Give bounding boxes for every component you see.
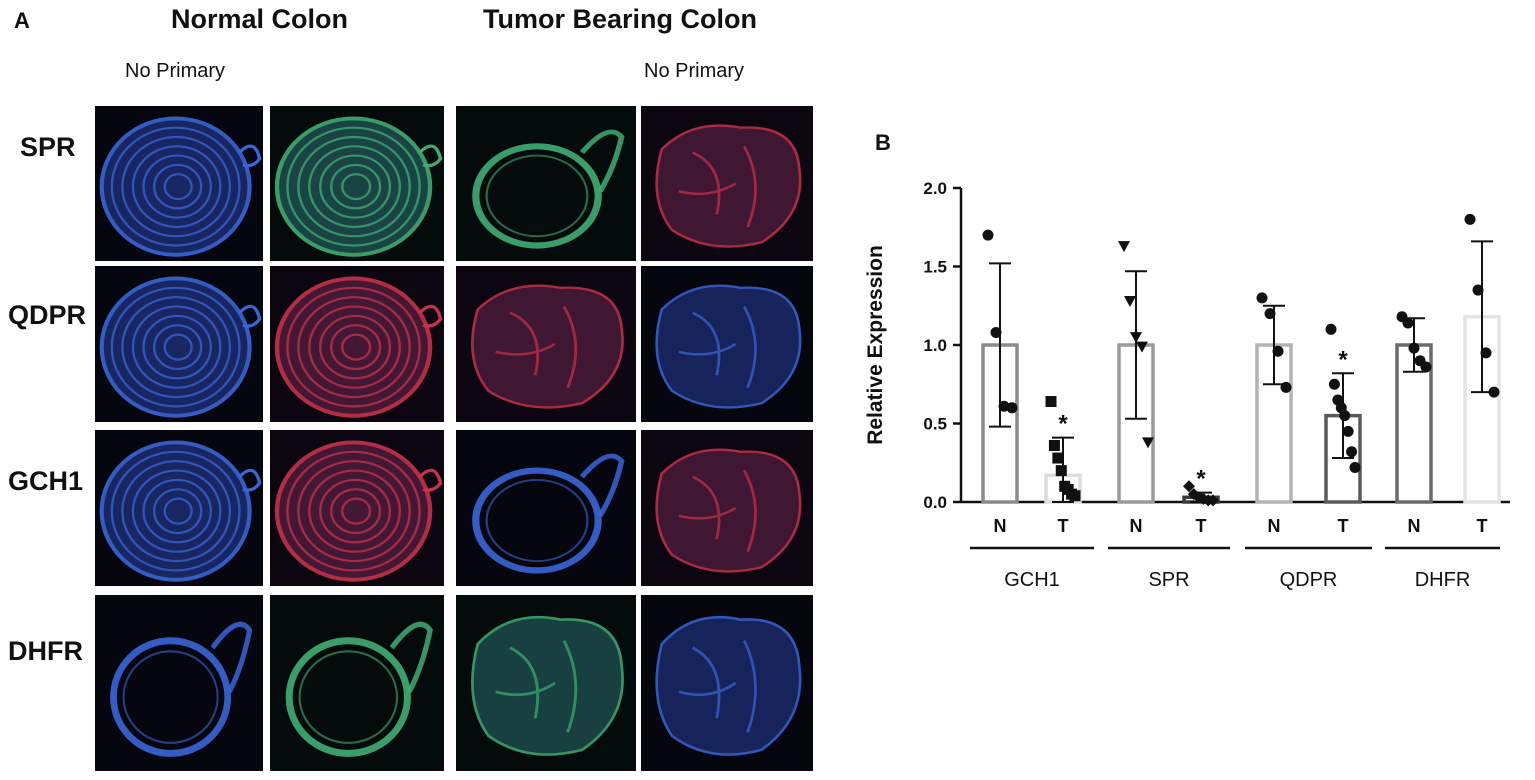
data-point <box>1055 465 1067 477</box>
group-label-spr: SPR <box>1148 569 1189 591</box>
micrograph-tile <box>270 266 444 422</box>
normal-colon-header: Normal Colon <box>171 4 349 34</box>
x-tick-label: N <box>1130 516 1143 536</box>
group-label-dhfr: DHFR <box>1415 569 1471 591</box>
row-label-spr: SPR <box>20 132 76 162</box>
micrograph-tile <box>95 266 263 422</box>
data-point <box>1006 402 1018 414</box>
y-axis-label: Relative Expression <box>864 245 887 445</box>
row-label-dhfr: DHFR <box>8 636 83 666</box>
micrograph-tile <box>641 106 813 261</box>
data-point <box>1342 425 1354 437</box>
significance-marker: * <box>1058 411 1068 438</box>
data-point <box>1069 490 1081 502</box>
micrograph-tile <box>95 106 263 261</box>
y-tick-label: 2.0 <box>923 179 947 198</box>
y-tick-label: 0.0 <box>923 493 947 512</box>
data-point <box>1488 386 1500 398</box>
no-primary-label-normal: No Primary <box>125 60 226 82</box>
data-point <box>1325 323 1337 335</box>
y-tick-label: 1.5 <box>923 258 947 277</box>
panel-b-letter: B <box>875 130 891 155</box>
data-point <box>1264 308 1276 320</box>
micrograph-tile <box>641 595 813 771</box>
data-point <box>1339 410 1351 422</box>
micrograph-tile <box>95 595 263 771</box>
data-point <box>1420 361 1432 373</box>
micrograph-tile <box>270 106 444 261</box>
data-point <box>1130 332 1142 344</box>
y-tick-label: 1.0 <box>923 336 947 355</box>
data-point <box>1118 241 1130 253</box>
group-label-qdpr: QDPR <box>1280 569 1338 591</box>
micrograph-tile <box>456 106 636 261</box>
data-point <box>1052 452 1064 464</box>
x-tick-label: N <box>1408 516 1421 536</box>
relative-expression-chart: 0.0 0.5 1.0 1.5 2.0 Relative Expression N * T N * T… <box>864 179 1510 591</box>
data-point <box>1207 494 1219 507</box>
data-point <box>1124 296 1136 308</box>
y-tick-label: 0.5 <box>923 415 947 434</box>
micrograph-tile <box>456 430 636 586</box>
micrograph-tile <box>456 266 636 422</box>
micrograph-tile <box>641 430 813 586</box>
data-point <box>1480 347 1492 359</box>
data-point <box>1197 492 1210 505</box>
micrograph-tile <box>270 430 444 586</box>
data-point <box>1402 317 1414 329</box>
data-point <box>1136 341 1148 353</box>
data-point <box>1142 437 1154 449</box>
data-point <box>1183 480 1195 493</box>
data-point <box>1328 378 1340 390</box>
data-point <box>1187 488 1200 501</box>
micrograph-tile <box>270 595 444 771</box>
micrograph-tile <box>95 430 263 586</box>
row-label-qdpr: QDPR <box>8 300 87 330</box>
data-point <box>1408 342 1420 354</box>
data-point <box>1272 345 1284 357</box>
micrograph-tile <box>456 595 636 771</box>
data-point <box>1256 292 1268 304</box>
data-point <box>1472 284 1484 296</box>
x-tick-label: T <box>1477 516 1488 536</box>
x-tick-label: T <box>1338 516 1349 536</box>
data-point <box>990 326 1002 338</box>
group-label-gch1: GCH1 <box>1004 569 1060 591</box>
panel-a-letter: A <box>14 8 30 33</box>
no-primary-label-tumor: No Primary <box>644 60 745 82</box>
data-point <box>1464 213 1476 225</box>
x-tick-label: N <box>1268 516 1281 536</box>
micrograph-tile <box>641 266 813 422</box>
data-point <box>1280 381 1292 393</box>
x-tick-label: T <box>1196 516 1207 536</box>
row-label-gch1: GCH1 <box>8 466 84 496</box>
data-point <box>1048 439 1060 451</box>
tumor-colon-header: Tumor Bearing Colon <box>483 4 757 34</box>
data-point <box>982 229 994 241</box>
data-point <box>1346 446 1358 458</box>
x-tick-label: T <box>1058 516 1069 536</box>
x-tick-label: N <box>994 516 1007 536</box>
significance-marker: * <box>1196 466 1206 493</box>
data-point <box>1349 461 1361 473</box>
data-point <box>1045 396 1057 408</box>
significance-marker: * <box>1338 346 1348 373</box>
